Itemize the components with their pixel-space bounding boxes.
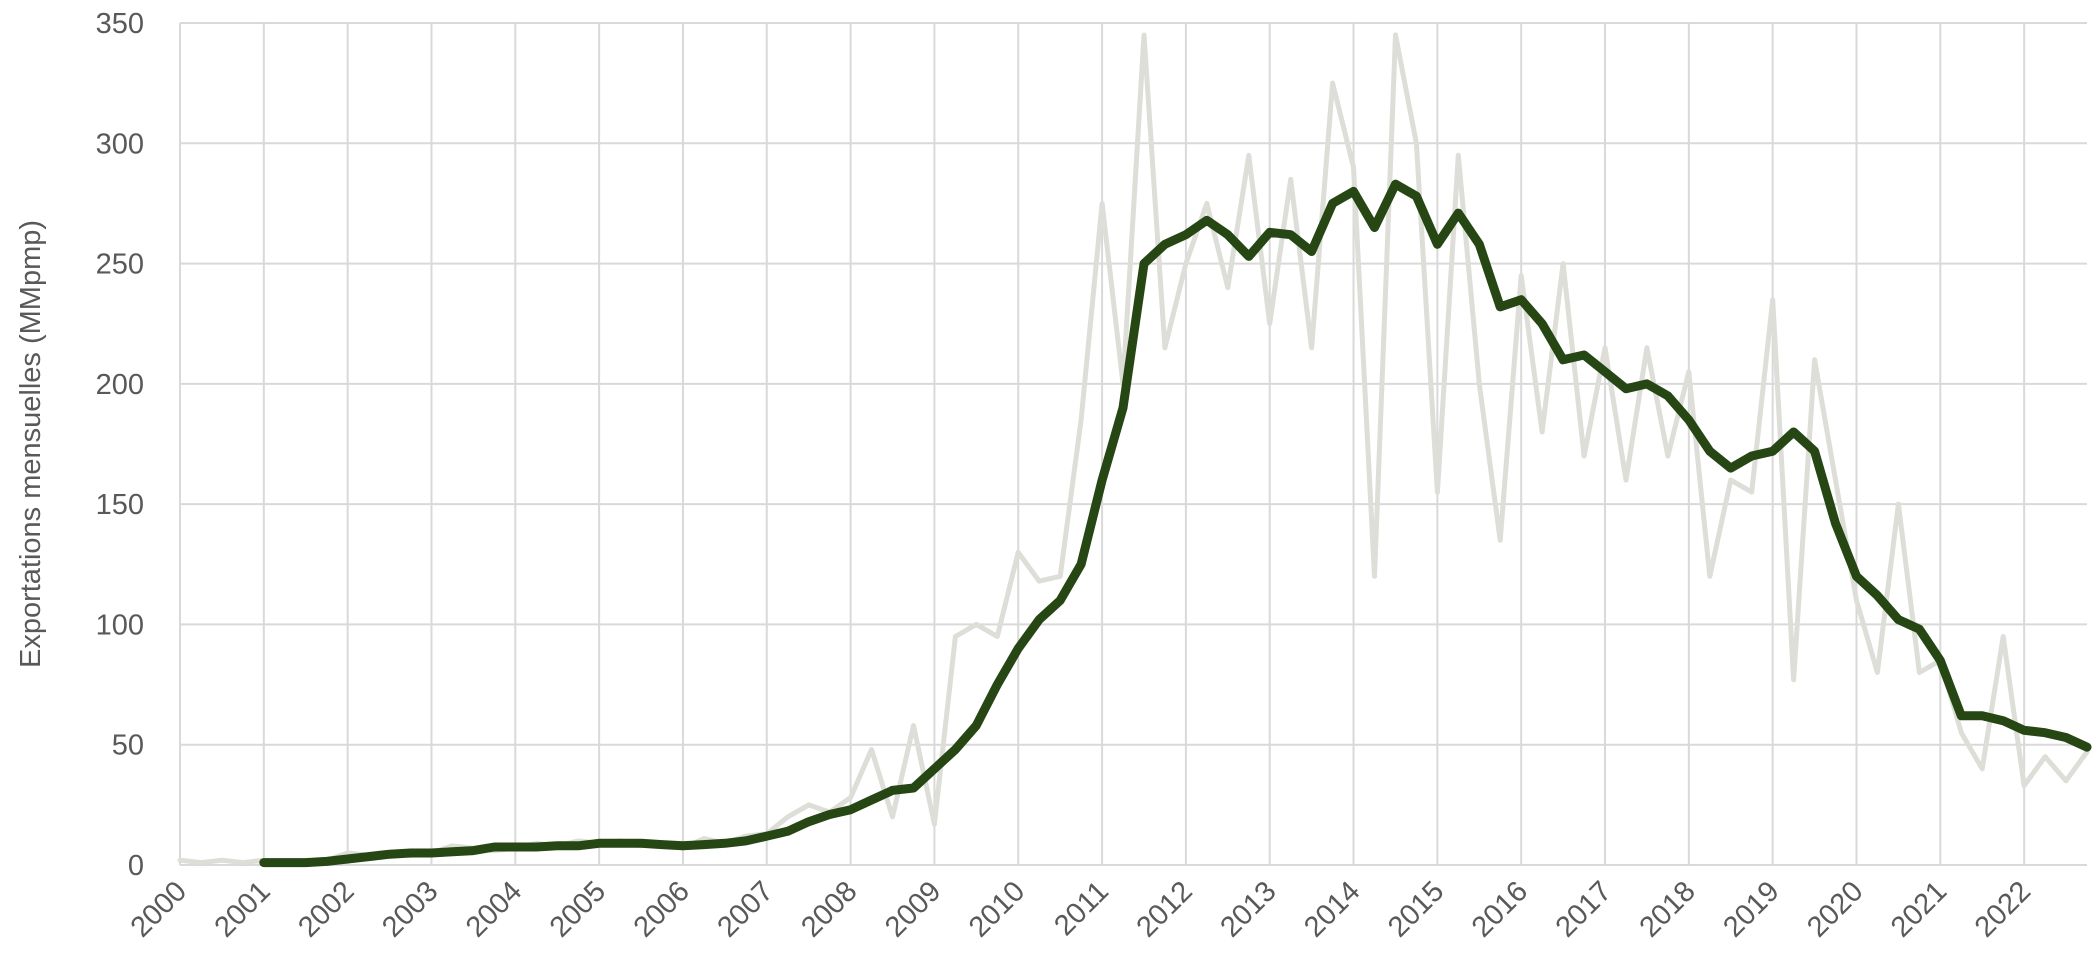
x-tick-label: 2011 <box>1048 875 1115 942</box>
y-tick-label: 100 <box>96 609 144 641</box>
x-tick-label: 2003 <box>376 875 444 943</box>
line <box>177 32 2090 866</box>
y-tick-label: 300 <box>96 128 144 160</box>
x-tick-label: 2001 <box>209 875 277 943</box>
y-tick-label: 250 <box>96 249 144 281</box>
x-tick-label: 2006 <box>628 875 696 943</box>
x-tick-label: 2017 <box>1550 875 1618 943</box>
x-tick-label: 2012 <box>1131 875 1199 943</box>
x-tick-label: 2022 <box>1969 875 2037 943</box>
x-tick-label: 2014 <box>1298 875 1366 943</box>
x-tick-label: 2007 <box>711 875 779 943</box>
x-tick-label: 2002 <box>292 875 360 943</box>
x-tick-label: 2020 <box>1801 875 1869 943</box>
x-tick-label: 2013 <box>1214 875 1282 943</box>
x-tick-label: 2000 <box>125 875 193 943</box>
x-tick-label: 2016 <box>1466 875 1534 943</box>
y-tick-label: 50 <box>112 730 144 762</box>
y-tick-label: 200 <box>96 369 144 401</box>
x-tick-label: 2009 <box>879 875 947 943</box>
x-tick-label: 2010 <box>963 875 1031 943</box>
y-axis-label: Exportations mensuelles (MMpmp) <box>15 220 47 668</box>
x-tick-label: 2021 <box>1885 875 1953 943</box>
y-tick-label: 350 <box>96 8 144 40</box>
x-tick-label: 2015 <box>1382 875 1450 943</box>
x-tick-label: 2004 <box>460 875 528 943</box>
x-tick-label: 2005 <box>544 875 612 943</box>
x-tick-label: 2019 <box>1717 875 1785 943</box>
x-tick-label: 2018 <box>1634 875 1702 943</box>
y-tick-label: 150 <box>96 489 144 521</box>
line <box>259 179 2092 868</box>
x-tick-label: 2008 <box>795 875 863 943</box>
y-tick-label: 0 <box>128 850 144 882</box>
